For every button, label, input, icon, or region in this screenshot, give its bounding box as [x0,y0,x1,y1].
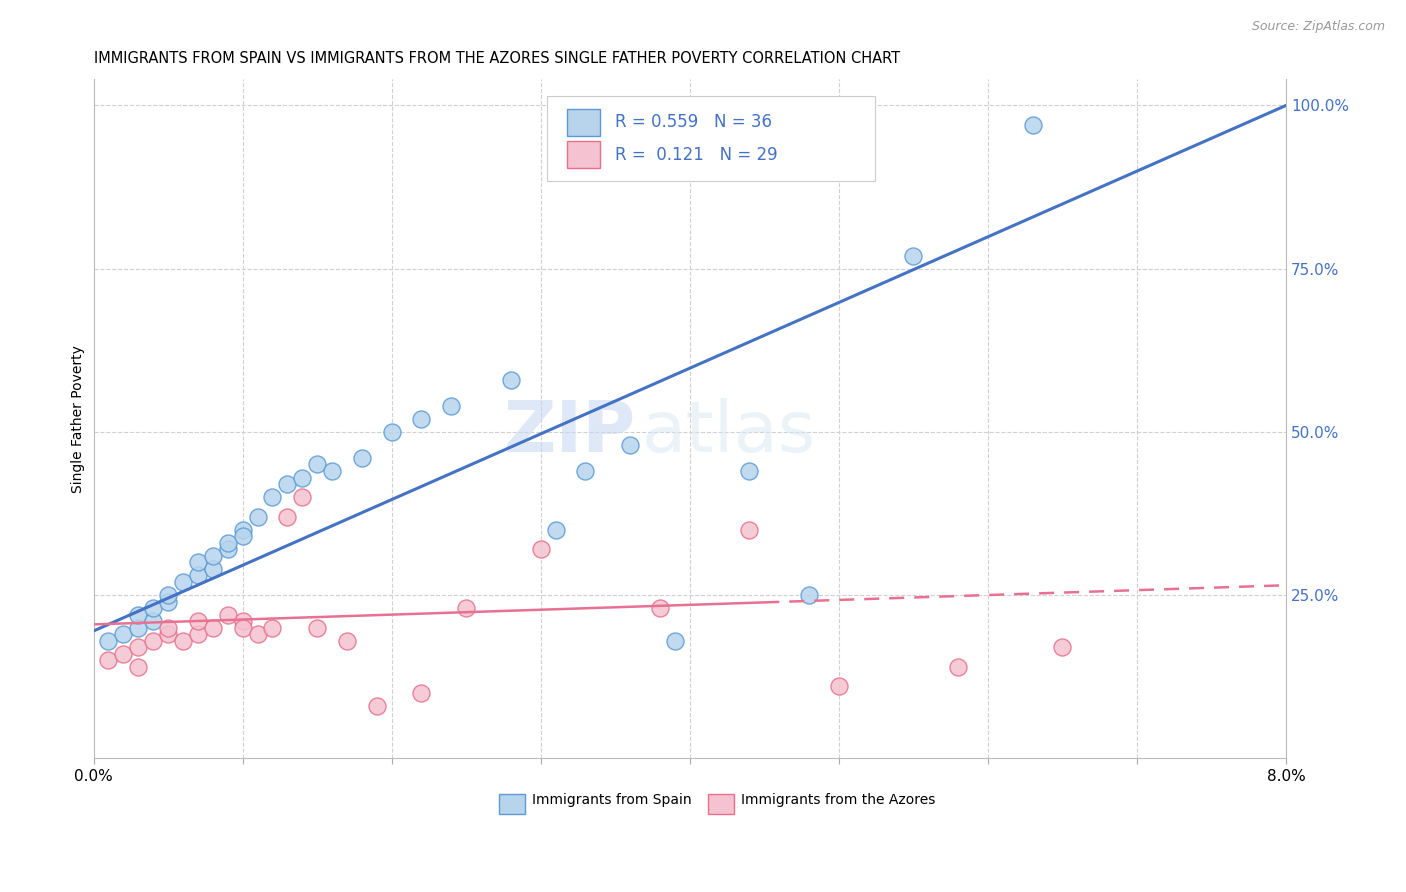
Point [903,249,925,263]
Point [456,601,478,615]
Point [217,536,239,550]
Point [262,621,284,635]
Point [157,588,180,602]
Point [201,621,224,635]
Point [187,627,209,641]
Point [411,411,433,425]
FancyBboxPatch shape [499,794,526,814]
Point [499,373,522,387]
Point [232,523,254,537]
FancyBboxPatch shape [567,109,600,136]
Point [172,574,194,589]
Point [574,464,596,478]
Point [142,633,165,648]
Point [336,633,359,648]
Point [1021,118,1043,132]
Point [276,477,298,491]
Point [828,680,851,694]
Point [350,450,373,465]
Point [1052,640,1074,655]
Y-axis label: Single Father Poverty: Single Father Poverty [72,345,86,492]
FancyBboxPatch shape [707,794,734,814]
Point [217,542,239,557]
Point [232,529,254,543]
Point [97,633,120,648]
FancyBboxPatch shape [547,96,875,181]
Point [530,542,553,557]
Point [440,399,463,413]
Point [307,458,329,472]
Point [232,621,254,635]
Point [291,490,314,504]
Point [619,438,641,452]
Point [112,627,135,641]
Point [187,568,209,582]
Point [246,627,269,641]
Point [142,614,165,628]
Point [232,614,254,628]
Text: Immigrants from Spain: Immigrants from Spain [533,793,692,806]
Point [112,647,135,661]
Point [127,607,149,622]
Point [157,594,180,608]
Text: atlas: atlas [643,398,817,467]
Point [738,464,761,478]
Point [321,464,343,478]
Point [187,614,209,628]
Point [544,523,567,537]
Point [381,425,404,439]
Point [276,509,298,524]
Text: Immigrants from the Azores: Immigrants from the Azores [741,793,935,806]
Point [366,698,388,713]
Text: R = 0.559   N = 36: R = 0.559 N = 36 [614,113,772,131]
Point [738,523,761,537]
Text: R =  0.121   N = 29: R = 0.121 N = 29 [614,145,778,164]
Point [201,549,224,563]
Point [157,627,180,641]
Point [157,621,180,635]
Point [201,562,224,576]
Point [172,633,194,648]
Point [127,621,149,635]
Text: ZIP: ZIP [503,398,636,467]
Point [797,588,820,602]
Point [411,686,433,700]
Point [142,601,165,615]
Point [127,640,149,655]
Point [648,601,671,615]
Point [262,490,284,504]
Text: Source: ZipAtlas.com: Source: ZipAtlas.com [1251,20,1385,33]
Point [291,470,314,484]
Point [127,660,149,674]
Point [97,653,120,667]
Point [664,633,686,648]
Point [946,660,969,674]
Point [246,509,269,524]
Point [187,555,209,569]
Point [217,607,239,622]
Point [307,621,329,635]
Text: IMMIGRANTS FROM SPAIN VS IMMIGRANTS FROM THE AZORES SINGLE FATHER POVERTY CORREL: IMMIGRANTS FROM SPAIN VS IMMIGRANTS FROM… [94,51,900,66]
FancyBboxPatch shape [567,141,600,169]
